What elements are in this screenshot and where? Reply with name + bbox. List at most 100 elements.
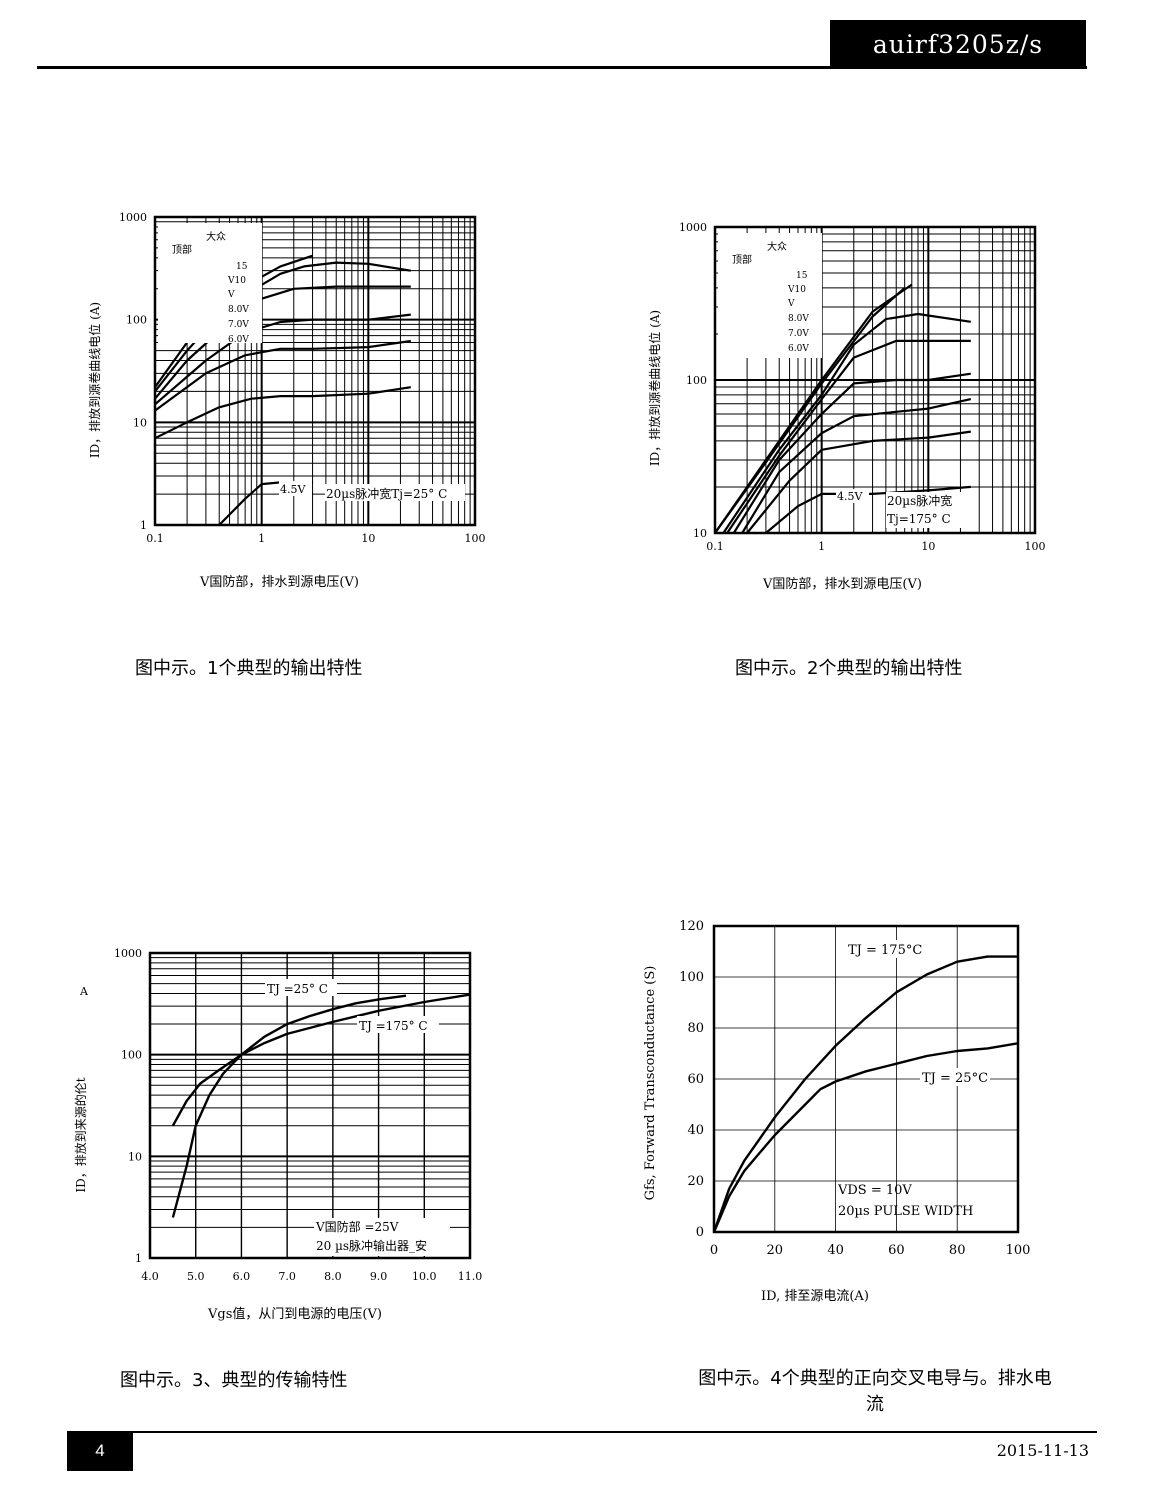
footer-page-number: 4 xyxy=(67,1431,133,1471)
x-tick-label: 40 xyxy=(827,1243,844,1258)
x-tick-label: 1 xyxy=(258,532,265,545)
legend-item: 15 xyxy=(796,271,808,281)
annotation-bg xyxy=(836,489,869,503)
x-tick-label: 11.0 xyxy=(458,1270,483,1283)
x-tick-label: 6.0 xyxy=(233,1270,251,1283)
x-tick-label: 5.0 xyxy=(187,1270,205,1283)
x-tick-label: 1 xyxy=(818,540,825,553)
plot-frame xyxy=(148,951,472,1260)
x-tick-label: 7.0 xyxy=(278,1270,296,1283)
legend-box xyxy=(718,233,822,358)
legend-item: 6.0V xyxy=(788,344,809,354)
annotation-bg xyxy=(325,484,465,501)
annotation-bg xyxy=(279,481,312,496)
y-axis-label: ID，排放到源卷曲线电位 (A) xyxy=(647,310,662,466)
annotation-bg xyxy=(357,1016,439,1033)
series-line xyxy=(746,430,971,534)
series-line xyxy=(154,386,411,440)
legend-item: 6.0V xyxy=(228,335,249,345)
y-tick-label: 80 xyxy=(687,1021,704,1036)
legend-item: 7.0V xyxy=(788,329,809,339)
label-tj-25c: TJ = 25°C xyxy=(922,1071,988,1086)
x-tick-label: 60 xyxy=(888,1243,905,1258)
x-tick-label: 9.0 xyxy=(370,1270,388,1283)
plot-frame xyxy=(153,215,477,527)
x-tick-label: 100 xyxy=(1025,540,1046,553)
x-tick-label: 4.0 xyxy=(141,1270,159,1283)
y-tick-label: 60 xyxy=(687,1072,704,1087)
y-axis-unit: A xyxy=(79,985,89,998)
series-line xyxy=(712,955,1018,1233)
x-tick-label: 8.0 xyxy=(324,1270,342,1283)
y-tick-label: 10 xyxy=(133,416,147,429)
legend-title-1: 大众 xyxy=(206,230,226,243)
legend-item: 8.0V xyxy=(788,314,809,324)
annotation-pulse: 20µs脉冲宽 xyxy=(887,493,952,508)
legend-item: V xyxy=(787,299,795,309)
y-tick-label: 20 xyxy=(687,1174,704,1189)
annotation-bg xyxy=(886,492,970,528)
series-line xyxy=(726,339,971,534)
series-line xyxy=(712,1042,1019,1233)
annotation-bg xyxy=(265,979,337,996)
y-axis-label: Gfs, Forward Transconductance (S) xyxy=(643,966,658,1201)
x-tick-label: 80 xyxy=(949,1243,966,1258)
y-tick-label: 100 xyxy=(121,1049,142,1062)
x-tick-label: 10 xyxy=(921,540,935,553)
annotation-pulse: 20µs PULSE WIDTH xyxy=(838,1204,973,1219)
annotation-pulse: 20 µs脉冲输出器_安 xyxy=(316,1238,427,1253)
figure-1-caption: 图中示。1个典型的输出特性 xyxy=(135,658,363,679)
y-tick-label: 0 xyxy=(696,1225,704,1240)
y-tick-label: 1 xyxy=(135,1252,142,1265)
series-line xyxy=(154,313,411,406)
annotation-vds: VDS = 10V xyxy=(837,1183,912,1198)
figure-2-caption: 图中示。2个典型的输出特性 xyxy=(735,658,963,679)
y-tick-label: 1 xyxy=(140,519,147,532)
x-tick-label: 10 xyxy=(361,532,375,545)
legend-title-2: 顶部 xyxy=(732,253,752,266)
x-tick-label: 100 xyxy=(1006,1243,1031,1258)
series-line xyxy=(714,287,906,534)
header-rule xyxy=(37,66,1087,69)
annotation-tj: Tj=175° C xyxy=(887,512,951,526)
legend-item: V xyxy=(227,290,235,300)
y-axis-label: ID，排放到源卷曲线电位 (A) xyxy=(87,302,102,458)
x-axis-label: V国防部，排水到源电压(V) xyxy=(762,576,922,592)
legend-box xyxy=(158,223,262,343)
y-tick-label: 1000 xyxy=(114,947,142,960)
y-tick-label: 40 xyxy=(687,1123,704,1138)
annotation-bg xyxy=(846,940,928,958)
annotation-4-5v: 4.5V xyxy=(280,483,306,496)
x-tick-label: 0.1 xyxy=(706,540,724,553)
series-line xyxy=(154,285,411,400)
legend-item: 7.0V xyxy=(228,320,249,330)
y-tick-label: 100 xyxy=(679,970,704,985)
legend-item: V10 xyxy=(787,285,806,295)
legend-title-2: 顶部 xyxy=(172,243,192,256)
x-tick-label: 10.0 xyxy=(412,1270,437,1283)
series-line xyxy=(741,398,972,534)
annotation-vds: V国防部 =25V xyxy=(315,1219,399,1234)
annotation-4-5v: 4.5V xyxy=(837,490,863,503)
y-tick-label: 10 xyxy=(128,1150,142,1163)
figure-4-caption: 图中示。4个典型的正向交叉电导与。排水电流 xyxy=(698,1368,1052,1415)
x-axis-label: Vgs值，从门到电源的电压(V) xyxy=(207,1306,382,1322)
series-line xyxy=(154,339,411,412)
header-part-number: auirf3205z/s xyxy=(830,20,1086,69)
series-line xyxy=(732,372,971,534)
footer-rule xyxy=(67,1431,1097,1433)
series-line xyxy=(171,993,471,1218)
y-tick-label: 10 xyxy=(693,527,707,540)
label-tj-175c: TJ =175° C xyxy=(359,1019,428,1033)
y-tick-label: 1000 xyxy=(679,221,707,234)
legend-item: 8.0V xyxy=(228,305,249,315)
legend-title-1: 大众 xyxy=(767,240,787,253)
figure-3-caption: 图中示。3、典型的传输特性 xyxy=(120,1370,348,1391)
legend-item: V10 xyxy=(227,276,246,286)
figure-1-output-characteristics-25c: 大众 顶部 15 V10 V 8.0V 7.0V 6.0V 4.5V 20µs脉… xyxy=(87,211,486,590)
y-tick-label: 1000 xyxy=(119,211,147,224)
x-tick-label: 0 xyxy=(710,1243,718,1258)
legend-item: 15 xyxy=(236,262,248,272)
annotation-bg xyxy=(314,1218,450,1256)
